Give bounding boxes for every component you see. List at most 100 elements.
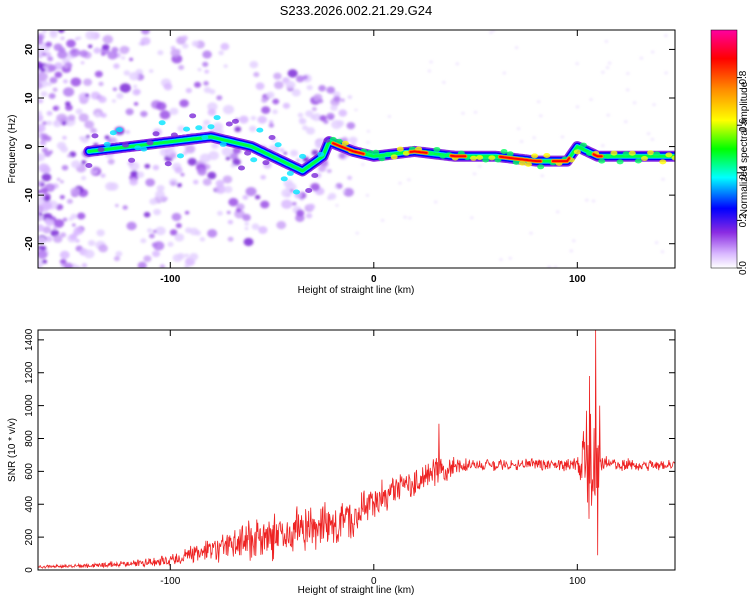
spectrogram-ridge-blob [628,150,636,156]
spectrogram-ridge-blob [506,151,514,157]
snr-y-tick-label: 800 [24,430,35,447]
spectrogram-noise-blob [272,109,278,115]
spectrogram-noise-blob [623,120,628,124]
spectrogram-noise-blob [45,218,55,227]
spectrogram-noise-blob [555,210,560,214]
spectrogram-noise-blob [380,218,385,222]
spectrogram-noise-blob [98,244,108,253]
spectrogram-noise-blob [203,119,211,126]
spectrogram-noise-blob [113,256,121,262]
spectrogram-ridge-blob [213,115,221,121]
spectrogram-noise-blob [253,72,260,78]
spectrogram-noise-blob [76,212,86,220]
spectrogram-noise-blob [601,144,605,147]
spectrogram-noise-blob [245,186,257,197]
colorbar-tick-label: 0.0 [738,261,749,275]
spectrogram-noise-blob [163,196,169,201]
spectrogram-noise-blob [42,259,48,264]
spectrogram-noise-blob [311,106,317,112]
spectrogram-x-tick-label: 100 [569,274,586,285]
spectrogram-noise-blob [408,216,412,220]
spectrogram-noise-blob [354,108,358,112]
spectrogram-noise-blob [317,165,327,172]
spectrogram-ridge-blob [201,134,209,140]
spectrogram-noise-blob [44,51,52,58]
spectrogram-noise-blob [159,110,171,120]
spectrogram-noise-blob [52,106,59,111]
spectrogram-noise-blob [660,250,665,254]
spectrogram-noise-blob [387,115,392,118]
spectrogram-ridge-blob [317,151,325,157]
spectrogram-noise-blob [116,92,124,99]
spectrogram-noise-blob [207,171,217,180]
spectrogram-noise-blob [170,48,181,58]
spectrogram-noise-blob [122,205,128,210]
spectrogram-noise-blob [79,49,89,58]
spectrogram-noise-blob [189,252,199,261]
spectrogram-noise-blob [326,112,335,120]
spectrogram-noise-blob [38,71,48,82]
spectrogram-noise-blob [607,61,612,65]
spectrogram-noise-blob [326,168,332,174]
spectrogram-noise-blob [129,178,138,186]
spectrogram-noise-blob [536,100,541,104]
spectrogram-ridge-blob [250,157,258,163]
spectrogram-noise-blob [291,88,301,97]
spectrogram-noise-blob [575,62,579,66]
spectrogram-noise-blob [64,262,73,268]
spectrogram-noise-blob [260,174,266,180]
spectrogram-noise-blob [232,158,241,166]
spectrogram-noise-blob [553,265,558,268]
spectrogram-noise-blob [156,101,167,111]
spectrogram-noise-blob [260,200,270,209]
spectrogram-noise-blob [202,178,212,186]
spectrogram-ridge-blob [170,132,178,138]
spectrogram-noise-blob [38,236,47,245]
spectrogram-ridge-blob [219,141,227,147]
spectrogram-noise-blob [184,210,190,215]
spectrogram-noise-blob [197,67,202,72]
spectrogram-noise-blob [174,233,185,242]
spectrogram-ridge-blob [604,153,612,159]
snr-y-tick-label: 1200 [24,361,35,384]
spectrogram-noise-blob [194,230,201,236]
spectrogram-noise-blob [38,263,42,268]
spectrogram-noise-blob [85,134,90,139]
colorbar-gradient [710,29,738,269]
spectrogram-noise-blob [56,113,68,123]
spectrogram-noise-blob [38,53,43,59]
spectrogram-noise-blob [84,120,95,129]
spectrogram-ridge-blob [274,142,282,148]
spectrogram-noise-blob [338,109,348,117]
spectrogram-noise-blob [287,69,298,78]
spectrogram-noise-blob [529,231,533,235]
spectrogram-noise-blob [177,125,185,132]
spectrogram-noise-blob [41,173,52,182]
spectrogram-noise-blob [98,95,107,104]
spectrogram-noise-blob [49,76,58,84]
spectrogram-noise-blob [38,34,44,40]
spectrogram-noise-blob [234,126,242,133]
spectrogram-noise-blob [331,119,343,130]
spectrogram-noise-blob [272,98,280,105]
spectrogram-noise-blob [53,219,65,228]
spectrogram-noise-blob [295,75,305,83]
spectrogram-y-ticks: 20 10 0 -10 -20 [24,43,675,251]
spectrogram-noise-blob [244,221,250,226]
snr-plot-area [38,330,675,570]
spectrogram-noise-blob [70,77,82,87]
spectrogram-noise-blob [221,147,233,157]
spectrogram-ridge-blob [500,148,508,154]
spectrogram-noise-blob [532,136,536,140]
snr-x-axis-title: Height of straight line (km) [298,585,415,596]
spectrogram-noise-blob [53,235,63,243]
spectrogram-ridge-blob [470,155,478,161]
spectrogram-noise-blob [203,81,209,86]
spectrogram-noise-blob [547,265,551,268]
spectrogram-ridge-blob [634,158,642,164]
spectrogram-noise-blob [44,202,53,209]
spectrogram-noise-blob [71,223,76,227]
spectrogram-ridge-blob [390,154,398,160]
spectrogram-noise-blob [365,193,370,197]
spectrogram-noise-blob [41,166,51,174]
